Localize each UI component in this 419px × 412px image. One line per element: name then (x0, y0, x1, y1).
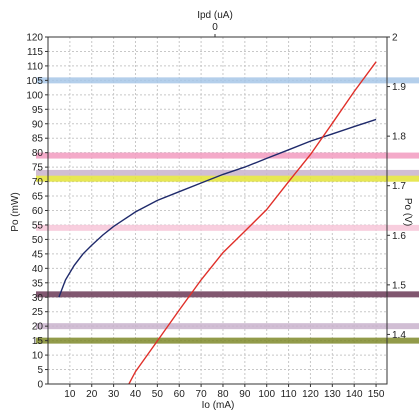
x-tick-label: 100 (258, 389, 275, 400)
x-tick-label: 60 (174, 389, 186, 400)
y-right-tick-label: 1.7 (392, 181, 406, 192)
y-left-tick-label: 120 (26, 33, 43, 44)
top-axis-title: Ipd (uA) (197, 10, 233, 21)
x-tick-label: 50 (152, 389, 164, 400)
y-left-tick-label: 0 (37, 380, 43, 391)
y-left-tick-label: 45 (32, 249, 44, 260)
top-axis-tick-label: 0 (212, 22, 218, 33)
highlight-band (36, 337, 419, 344)
x-tick-label: 120 (302, 389, 319, 400)
x-tick-label: 30 (108, 389, 120, 400)
x-tick-label: 70 (196, 389, 208, 400)
labels: 10 20 30 40 50 60 70 80 90 100 110 120 130 140 150 0 5 10… (26, 33, 406, 401)
x-tick-label: 80 (217, 389, 229, 400)
y-left-tick-label: 100 (26, 90, 43, 101)
x-tick-label: 20 (86, 389, 98, 400)
y-left-tick-label: 105 (26, 76, 43, 87)
y-left-tick-label: 95 (32, 105, 44, 116)
y-left-tick-label: 75 (32, 163, 44, 174)
y-left-tick-label: 115 (27, 47, 43, 58)
y-left-tick-label: 70 (32, 177, 44, 188)
y-left-tick-label: 20 (32, 322, 44, 333)
y-left-tick-label: 85 (32, 134, 44, 145)
x-tick-label: 90 (239, 389, 251, 400)
series-line-1 (58, 118, 377, 298)
axes (45, 34, 390, 387)
y-left-tick-label: 50 (32, 235, 44, 246)
x-tick-label: 40 (130, 389, 142, 400)
y-left-tick-label: 25 (32, 307, 44, 318)
series-group (58, 61, 377, 385)
y-right-tick-label: 1.4 (392, 330, 406, 341)
highlight-band (36, 291, 419, 298)
y-left-tick-label: 15 (32, 336, 44, 347)
y-axis-left-title: Po (mW) (10, 192, 21, 231)
y-right-tick-label: 1.6 (392, 231, 406, 242)
x-tick-label: 110 (281, 389, 297, 400)
y-axis-right-title: Po (V) (402, 198, 413, 226)
y-right-tick-label: 2 (392, 33, 398, 44)
highlight-band (36, 323, 419, 330)
y-right-tick-label: 1.5 (392, 280, 406, 291)
series-line-2 (128, 61, 377, 385)
y-left-tick-label: 30 (32, 293, 44, 304)
x-tick-label: 10 (64, 389, 76, 400)
y-left-tick-label: 35 (32, 278, 44, 289)
x-tick-label: 140 (346, 389, 363, 400)
y-left-tick-label: 65 (32, 192, 44, 203)
highlight-band (36, 224, 419, 231)
grid (48, 36, 387, 385)
x-tick-label: 150 (368, 389, 385, 400)
x-tick-label: 130 (324, 389, 341, 400)
y-right-tick-label: 1.9 (392, 82, 406, 93)
y-left-tick-label: 80 (32, 148, 44, 159)
highlight-band (36, 175, 419, 182)
y-left-tick-label: 110 (27, 61, 43, 72)
y-left-tick-label: 90 (32, 119, 44, 130)
x-axis-title: Io (mA) (202, 400, 235, 411)
y-left-tick-label: 55 (32, 220, 44, 231)
y-right-tick-label: 1.8 (392, 132, 406, 143)
y-left-tick-label: 40 (32, 264, 44, 275)
y-left-tick-label: 5 (37, 365, 43, 376)
highlight-band (36, 77, 419, 84)
y-left-tick-label: 10 (32, 351, 44, 362)
highlight-band (36, 152, 419, 159)
y-left-tick-label: 60 (32, 206, 44, 217)
